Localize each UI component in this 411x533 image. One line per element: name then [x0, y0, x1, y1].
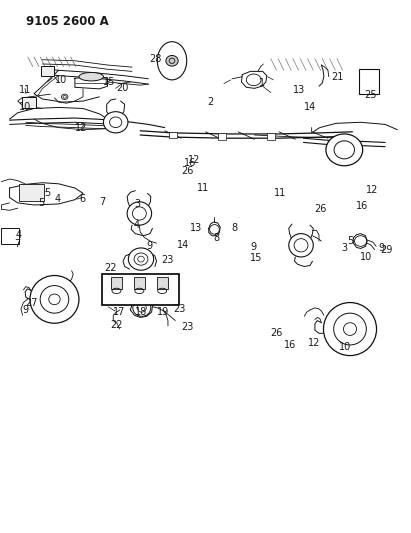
Text: 22: 22 — [110, 320, 123, 330]
Text: 25: 25 — [364, 90, 376, 100]
Text: 9: 9 — [251, 243, 257, 253]
Bar — [169, 132, 177, 138]
Text: 3: 3 — [134, 199, 140, 209]
Text: 15: 15 — [250, 253, 262, 263]
Text: 14: 14 — [177, 240, 189, 251]
Bar — [359, 69, 379, 94]
Text: 23: 23 — [173, 304, 185, 314]
Text: 7: 7 — [99, 197, 106, 207]
Text: 11: 11 — [19, 85, 31, 95]
Text: 26: 26 — [314, 204, 327, 214]
Text: 8: 8 — [231, 223, 237, 233]
Text: 10: 10 — [360, 252, 372, 262]
Text: 16: 16 — [184, 158, 196, 167]
Text: 5: 5 — [347, 236, 353, 246]
Text: 21: 21 — [331, 71, 343, 82]
Text: 13: 13 — [293, 85, 305, 95]
Bar — [1, 228, 18, 244]
Ellipse shape — [133, 300, 151, 317]
Text: 11: 11 — [274, 188, 286, 198]
Text: 3: 3 — [341, 243, 347, 253]
Bar — [267, 133, 275, 140]
Text: 23: 23 — [161, 255, 173, 265]
Bar — [42, 66, 54, 76]
Text: 26: 26 — [270, 328, 283, 338]
Text: 4: 4 — [134, 220, 140, 230]
Text: 18: 18 — [135, 306, 147, 317]
Bar — [19, 184, 44, 201]
Text: 12: 12 — [188, 156, 200, 165]
Text: 4: 4 — [16, 230, 22, 240]
Ellipse shape — [323, 303, 376, 356]
Ellipse shape — [104, 112, 128, 133]
Text: 1: 1 — [259, 78, 265, 88]
Text: 16: 16 — [284, 340, 296, 350]
Ellipse shape — [30, 276, 79, 323]
Text: 4: 4 — [55, 193, 61, 204]
Text: 27: 27 — [25, 297, 38, 308]
Text: 13: 13 — [189, 223, 202, 233]
Text: 2: 2 — [207, 97, 214, 107]
Text: 22: 22 — [104, 263, 117, 272]
Text: 23: 23 — [181, 322, 194, 332]
Ellipse shape — [166, 55, 178, 66]
Text: 9105 2600 A: 9105 2600 A — [26, 15, 109, 28]
Text: 14: 14 — [304, 102, 316, 112]
Text: 10: 10 — [339, 342, 351, 352]
Text: 6: 6 — [79, 193, 85, 204]
Text: 10: 10 — [19, 102, 31, 112]
Text: 9: 9 — [146, 241, 152, 252]
Text: 10: 10 — [55, 75, 67, 85]
Bar — [22, 97, 36, 109]
Ellipse shape — [127, 202, 152, 225]
Bar — [157, 277, 168, 289]
Ellipse shape — [289, 233, 313, 257]
Bar — [102, 274, 178, 305]
Text: 29: 29 — [381, 245, 393, 255]
Text: 16: 16 — [356, 201, 368, 211]
Ellipse shape — [326, 134, 363, 166]
Text: 12: 12 — [308, 338, 320, 348]
Ellipse shape — [157, 42, 187, 80]
Text: 7: 7 — [14, 239, 20, 249]
Bar — [111, 277, 122, 289]
Text: 12: 12 — [366, 185, 378, 195]
Text: 26: 26 — [181, 166, 194, 176]
Text: 5: 5 — [44, 188, 50, 198]
Bar — [134, 277, 145, 289]
Text: 28: 28 — [150, 54, 162, 63]
Text: 12: 12 — [75, 123, 88, 133]
Text: 15: 15 — [103, 77, 115, 87]
Ellipse shape — [79, 72, 104, 81]
Ellipse shape — [128, 248, 154, 270]
Text: 9: 9 — [22, 305, 28, 315]
Text: 17: 17 — [113, 306, 125, 317]
Text: 20: 20 — [116, 83, 128, 93]
Text: 9: 9 — [378, 244, 384, 254]
Text: 19: 19 — [157, 306, 169, 317]
Text: 11: 11 — [197, 183, 209, 193]
Text: 8: 8 — [214, 233, 220, 243]
Bar — [218, 133, 226, 140]
Text: 5: 5 — [38, 198, 44, 208]
